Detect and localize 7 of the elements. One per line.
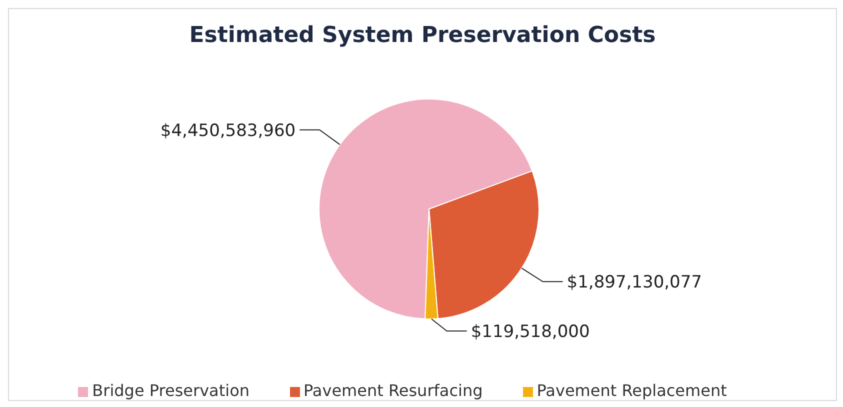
legend-label: Bridge Preservation xyxy=(92,381,250,400)
data-label: $119,518,000 xyxy=(470,322,590,342)
legend-label: Pavement Resurfacing xyxy=(304,381,483,400)
legend-label: Pavement Replacement xyxy=(536,381,727,400)
data-label: $1,897,130,077 xyxy=(566,272,702,293)
data-label: $4,450,583,960 xyxy=(160,120,296,141)
chart-title: Estimated System Preservation Costs xyxy=(188,23,657,48)
